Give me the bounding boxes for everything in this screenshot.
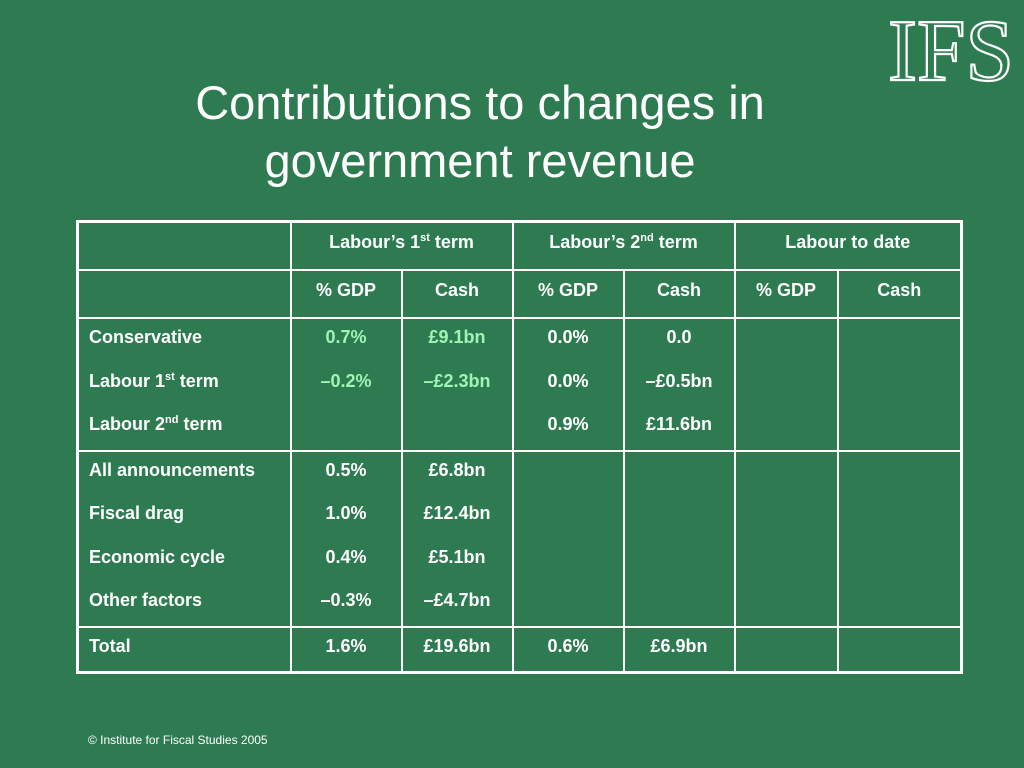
subheader-empty-cell — [76, 269, 292, 319]
table-cell: 0.5% — [325, 459, 367, 480]
subheader-gdp: % GDP — [733, 269, 839, 319]
to-date-gdp-cell — [733, 317, 839, 452]
table-cell: £9.1bn — [428, 327, 486, 347]
term2-cash-cell — [622, 449, 736, 628]
table-cell: 0.0% — [547, 370, 589, 391]
table-cell: £6.8bn — [428, 459, 486, 480]
header-row: Labour’s 1st term Labour’s 2nd term Labo… — [76, 220, 963, 271]
title-line-2: government revenue — [264, 134, 696, 187]
to-date-gdp-cell — [733, 449, 839, 628]
total-to-date-gdp — [733, 625, 839, 674]
term1-cash-cell: £9.1bn –£2.3bn — [400, 317, 514, 452]
header-labour-to-date: Labour to date — [733, 220, 963, 271]
table-cell: 0.7% — [325, 327, 367, 347]
row-label-total: Total — [76, 625, 292, 674]
table-cell: 0.9% — [547, 414, 589, 434]
term1-gdp-cell: 0.5% 1.0% 0.4% –0.3% — [289, 449, 403, 628]
row-label: Fiscal drag — [89, 503, 185, 523]
term2-cash-cell: 0.0 –£0.5bn £11.6bn — [622, 317, 736, 452]
svg-text:IFS: IFS — [888, 6, 1014, 86]
revenue-table: Labour’s 1st term Labour’s 2nd term Labo… — [76, 220, 964, 674]
subheader-cash: Cash — [400, 269, 514, 319]
term2-gdp-cell: 0.0% 0.0% 0.9% — [511, 317, 625, 452]
header-empty-cell — [76, 220, 292, 271]
table-cell: £12.4bn — [423, 503, 491, 523]
table-cell: –0.3% — [320, 590, 372, 610]
row-labels-factors: All announcements Fiscal drag Economic c… — [76, 449, 292, 628]
table-row-total: Total 1.6% £19.6bn 0.6% £6.9bn — [76, 625, 963, 674]
subheader-row: % GDP Cash % GDP Cash % GDP Cash — [76, 269, 963, 319]
row-label: Economic cycle — [89, 546, 226, 567]
table-row-group-factors: All announcements Fiscal drag Economic c… — [76, 449, 963, 628]
table-row-group-terms: Conservative Labour 1st term Labour 2nd … — [76, 317, 963, 452]
table-cell: £11.6bn — [645, 414, 713, 434]
total-term1-gdp: 1.6% — [289, 625, 403, 674]
row-label: Labour 1st term — [89, 370, 219, 391]
row-label: Conservative — [89, 327, 203, 347]
term1-gdp-cell: 0.7% –0.2% — [289, 317, 403, 452]
total-term2-gdp: 0.6% — [511, 625, 625, 674]
term1-cash-cell: £6.8bn £12.4bn £5.1bn –£4.7bn — [400, 449, 514, 628]
table-cell: 0.0 — [666, 327, 692, 347]
row-label: Other factors — [89, 590, 203, 610]
ifs-logo: IFS — [886, 6, 1018, 86]
table-cell: £5.1bn — [428, 546, 486, 567]
copyright-footer: © Institute for Fiscal Studies 2005 — [88, 733, 268, 747]
total-term1-cash: £19.6bn — [400, 625, 514, 674]
header-labour-1st-term: Labour’s 1st term — [289, 220, 514, 271]
table-cell: 1.0% — [325, 503, 367, 523]
total-term2-cash: £6.9bn — [622, 625, 736, 674]
page-title: Contributions to changes in government r… — [120, 74, 840, 190]
subheader-gdp: % GDP — [289, 269, 403, 319]
subheader-cash: Cash — [836, 269, 963, 319]
table-cell: –£4.7bn — [423, 590, 491, 610]
row-labels-terms: Conservative Labour 1st term Labour 2nd … — [76, 317, 292, 452]
subheader-cash: Cash — [622, 269, 736, 319]
title-line-1: Contributions to changes in — [195, 76, 765, 129]
term2-gdp-cell — [511, 449, 625, 628]
table-cell: –£2.3bn — [423, 370, 491, 391]
table-cell: –£0.5bn — [645, 370, 713, 391]
row-label: Labour 2nd term — [89, 414, 223, 434]
total-to-date-cash — [836, 625, 963, 674]
to-date-cash-cell — [836, 449, 963, 628]
table-cell: 0.4% — [325, 546, 367, 567]
header-labour-2nd-term: Labour’s 2nd term — [511, 220, 736, 271]
table-cell: –0.2% — [320, 370, 372, 391]
row-label: All announcements — [89, 459, 256, 480]
subheader-gdp: % GDP — [511, 269, 625, 319]
table-cell: 0.0% — [547, 327, 589, 347]
to-date-cash-cell — [836, 317, 963, 452]
